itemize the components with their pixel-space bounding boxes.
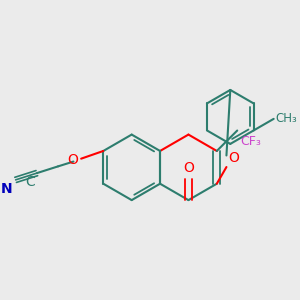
Text: O: O <box>68 153 78 166</box>
Text: O: O <box>228 151 239 165</box>
Text: CF₃: CF₃ <box>240 135 261 148</box>
Text: CH₃: CH₃ <box>276 112 297 125</box>
Text: C: C <box>25 175 35 189</box>
Text: O: O <box>183 161 194 175</box>
Text: N: N <box>1 182 13 196</box>
